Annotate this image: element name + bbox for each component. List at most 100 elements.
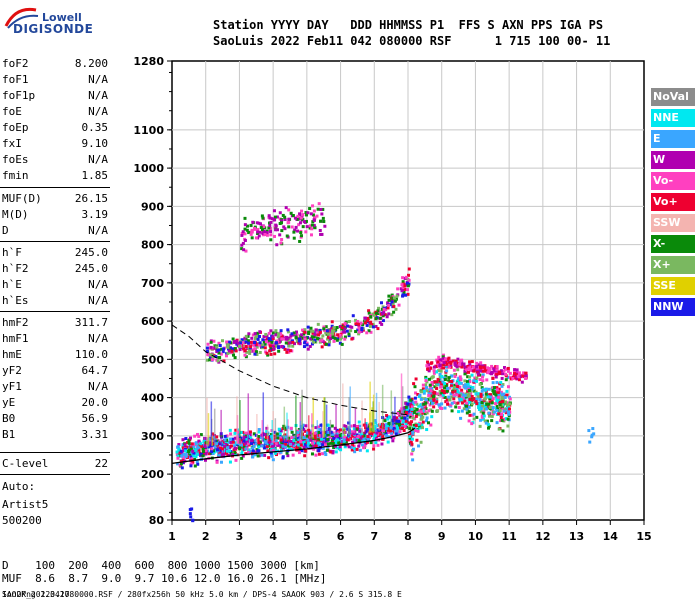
echo-point-o-trace — [259, 440, 263, 444]
echo-point-spread — [475, 370, 479, 374]
echo-point-o-trace — [407, 395, 411, 399]
echo-point-x-trace — [490, 397, 494, 401]
echo-point-three-hop — [301, 218, 305, 222]
echo-point-x-trace — [476, 402, 480, 406]
echo-point-x-trace — [479, 392, 483, 396]
echo-point-o-trace — [271, 444, 275, 448]
echo-point-spread — [479, 366, 483, 370]
echo-point-o-trace — [373, 435, 377, 439]
legend-item-x-: X+ — [651, 256, 695, 274]
echo-point-x-trace — [492, 390, 496, 394]
echo-point-o-trace — [386, 417, 390, 421]
echo-point-multi-hop — [390, 293, 394, 297]
echo-point-x-trace — [437, 369, 441, 373]
echo-point-x-trace — [428, 398, 432, 402]
echo-point-x-trace — [410, 420, 414, 424]
echo-point-multi-hop — [261, 343, 265, 347]
echo-point-multi-hop — [327, 328, 331, 332]
echo-point-x-trace — [464, 404, 468, 408]
echo-point-x-trace — [487, 387, 491, 391]
echo-point-multi-hop — [335, 326, 339, 330]
echo-point-o-trace — [334, 450, 338, 454]
echo-point-multi-hop — [279, 329, 283, 333]
echo-point-o-trace — [372, 444, 376, 448]
echo-point-o-trace — [408, 415, 412, 419]
echo-point-multi-hop — [253, 349, 257, 353]
echo-point-multi-hop — [302, 332, 306, 336]
echo-point-multi-hop — [295, 340, 299, 344]
echo-point-multi-hop — [253, 347, 257, 351]
echo-point-x-trace — [421, 383, 425, 387]
echo-point-o-trace — [374, 421, 378, 425]
echo-point-o-trace — [262, 446, 266, 450]
echo-point-o-trace — [271, 448, 275, 452]
echo-point-multi-hop — [232, 353, 236, 357]
echo-point-multi-hop — [295, 330, 299, 334]
echo-point-multi-hop — [247, 332, 251, 336]
echo-point-x-trace — [428, 385, 432, 389]
echo-point-multi-hop — [400, 283, 404, 287]
echo-point-o-trace — [175, 450, 179, 454]
echo-point-x-trace — [415, 402, 419, 406]
echo-point-multi-hop — [226, 343, 230, 347]
echo-point-o-trace — [314, 444, 318, 448]
echo-point-x-trace — [431, 401, 435, 405]
echo-point-multi-hop — [225, 340, 229, 344]
param-name: fmin — [2, 169, 29, 182]
echo-streak — [211, 436, 213, 447]
echo-point-multi-hop — [340, 331, 344, 335]
legend-item-e: E — [651, 130, 695, 148]
echo-point-x-trace — [481, 411, 485, 415]
echo-streak — [400, 373, 403, 418]
echo-point-o-trace — [342, 424, 346, 428]
echo-point-spread — [457, 362, 461, 366]
echo-point-three-hop — [296, 217, 300, 221]
echo-point-three-hop — [248, 230, 252, 234]
param-name: h`E — [2, 278, 22, 291]
echo-point-three-hop — [316, 207, 320, 211]
echo-point-three-hop — [250, 228, 254, 232]
echo-point-o-trace — [254, 439, 258, 443]
echo-point-o-trace — [413, 396, 417, 400]
echo-point-x-trace — [460, 409, 464, 413]
echo-point-multi-hop — [284, 341, 288, 345]
echo-point-o-trace — [252, 444, 256, 448]
echo-point-multi-hop — [248, 349, 252, 353]
echo-point-o-trace — [240, 443, 244, 447]
x-tick-label: 15 — [636, 530, 651, 543]
echo-point-multi-hop — [276, 345, 280, 349]
echo-point-multi-hop — [211, 355, 215, 359]
echo-point-x-trace — [478, 378, 482, 382]
echo-point-spread — [438, 365, 442, 369]
echo-point-spread — [442, 361, 446, 365]
echo-point-spread — [472, 369, 476, 373]
echo-point-x-trace — [425, 428, 429, 432]
param-name: M(D) — [2, 208, 29, 221]
echo-point-x-trace — [439, 369, 443, 373]
echo-point-o-trace — [195, 460, 199, 464]
y-tick-label: 1000 — [133, 162, 164, 175]
echo-point-multi-hop — [221, 339, 225, 343]
echo-point-three-hop — [304, 219, 308, 223]
echo-point-o-trace — [392, 418, 396, 422]
echo-point-multi-hop — [336, 333, 340, 337]
param-row-yf2: yF2 64.7 — [2, 364, 108, 379]
echo-point-o-trace — [277, 427, 281, 431]
echo-point-x-trace — [434, 402, 438, 406]
echo-point-three-hop — [249, 232, 253, 236]
echo-point-multi-hop — [286, 341, 290, 345]
echo-point-o-trace — [244, 447, 248, 451]
echo-point-x-trace — [470, 422, 474, 426]
echo-point-multi-hop — [324, 331, 328, 335]
echo-point-o-trace — [379, 430, 383, 434]
echo-point-o-trace — [324, 439, 328, 443]
echo-point-multi-hop — [250, 336, 254, 340]
echo-point-x-trace — [502, 409, 506, 413]
echo-point-o-trace — [366, 435, 370, 439]
echo-point-multi-hop — [332, 326, 336, 330]
echo-point-three-hop — [245, 228, 249, 232]
echo-point-o-trace — [233, 446, 237, 450]
echo-point-o-trace — [358, 448, 362, 452]
echo-point-o-trace — [257, 449, 261, 453]
echo-point-spread — [442, 356, 446, 360]
